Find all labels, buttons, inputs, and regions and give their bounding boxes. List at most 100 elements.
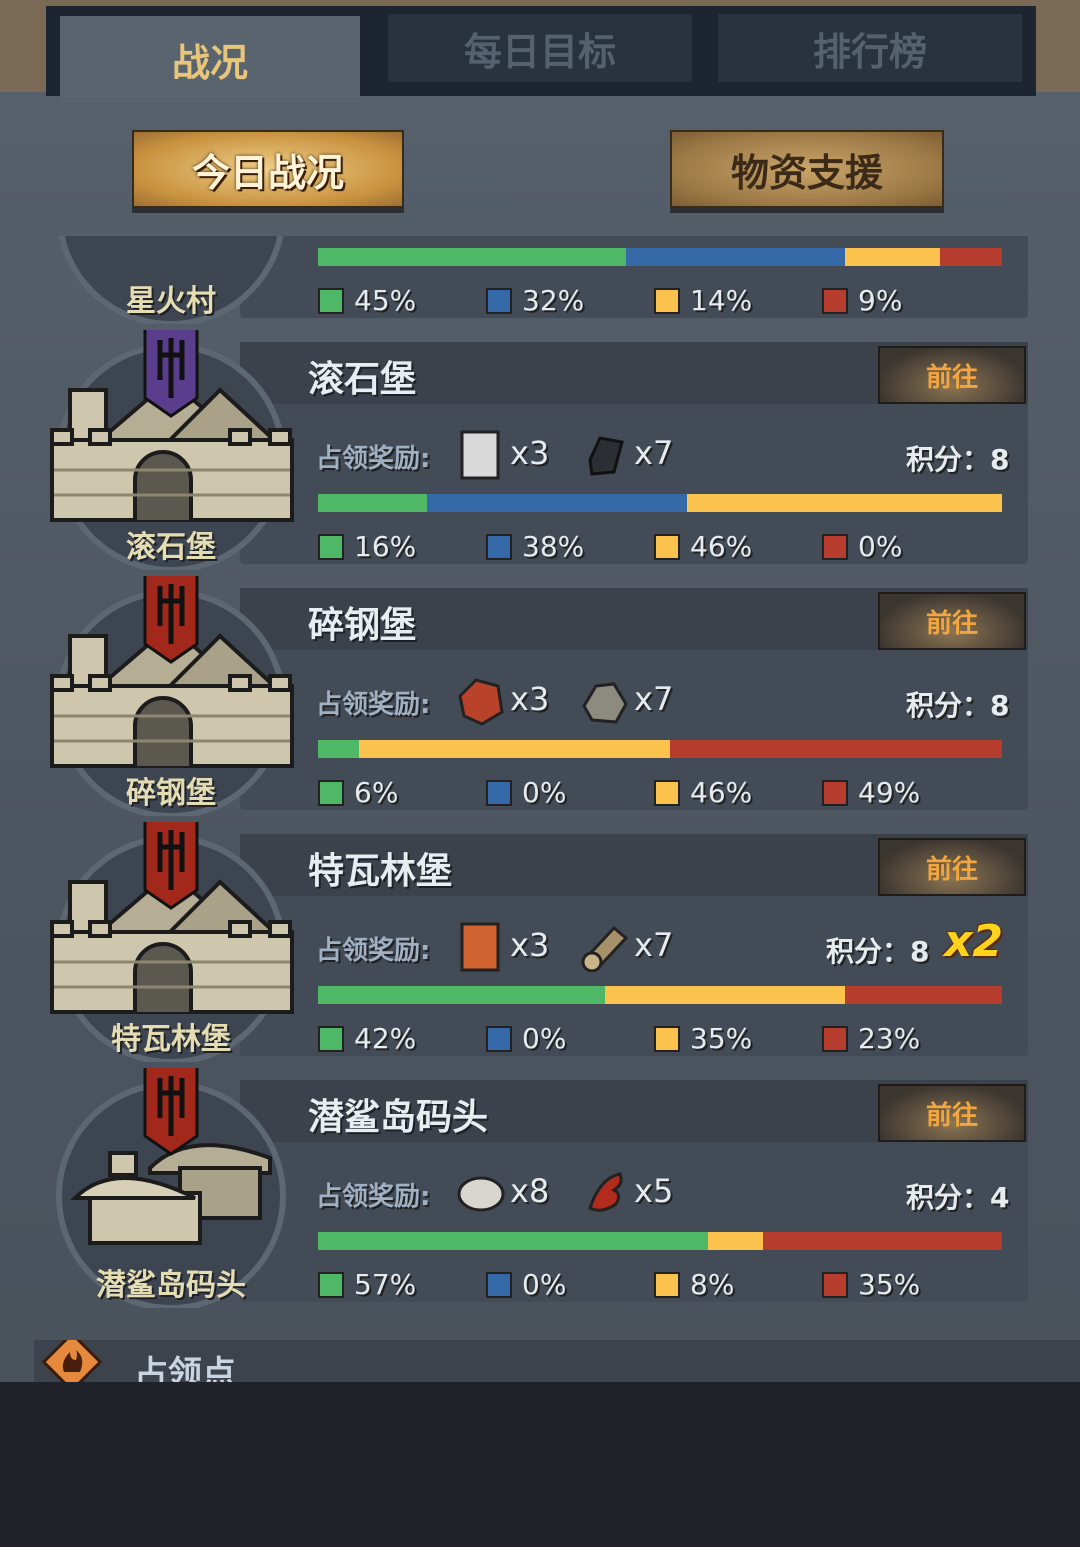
score-value: 8 (990, 689, 1010, 722)
legend-percent: 9% (858, 284, 903, 317)
tab-daily-goals[interactable]: 每日目标 (388, 14, 692, 82)
legend-percent: 35% (858, 1268, 921, 1301)
bar-segment (318, 986, 606, 1004)
legend-item: 46% (654, 776, 752, 809)
supply-support-button[interactable]: 物资支援 (670, 130, 944, 208)
legend-swatch (654, 779, 680, 806)
legend-item: 0% (486, 776, 566, 809)
castle-building-icon[interactable] (40, 330, 302, 570)
bar-segment (318, 740, 359, 758)
legend-percent: 57% (354, 1268, 417, 1301)
location-name: 滚石堡 (126, 530, 216, 565)
iron-ore-icon (588, 436, 624, 476)
score-label: 积分： (826, 935, 911, 968)
location-card: 滚石堡 前往 占领奖励: x3 x7 积分：8 滚石堡 16% 38% 46% 0% (0, 330, 1080, 588)
control-share-bar (318, 986, 1002, 1004)
oyster-icon (457, 1176, 505, 1212)
legend-swatch (486, 1271, 512, 1298)
legend-item: 0% (486, 1022, 566, 1055)
plank-icon (460, 922, 500, 972)
reward-quantity: x3 (510, 434, 550, 472)
score: 积分：8 (906, 684, 1010, 724)
legend-percent: 35% (690, 1022, 753, 1055)
go-button[interactable]: 前往 (878, 592, 1026, 650)
score-multiplier: x2 (944, 916, 1003, 967)
today-status-button[interactable]: 今日战况 (132, 130, 404, 208)
legend-item: 32% (486, 284, 584, 317)
control-share-bar (318, 1232, 1002, 1250)
castle-building-icon[interactable] (40, 822, 302, 1062)
legend-swatch (486, 779, 512, 806)
legend-percent: 45% (354, 284, 417, 317)
legend-swatch (822, 1271, 848, 1298)
legend-percent: 32% (522, 284, 585, 317)
bar-segment (318, 494, 428, 512)
castle-building-icon[interactable] (40, 576, 302, 816)
legend-item: 49% (822, 776, 920, 809)
legend-percent: 16% (354, 530, 417, 563)
legend-swatch (318, 779, 344, 806)
go-button[interactable]: 前往 (878, 1084, 1026, 1142)
legend-swatch (822, 533, 848, 560)
legend-item: 57% (318, 1268, 416, 1301)
score-value: 8 (910, 935, 930, 968)
bar-segment (940, 248, 1002, 266)
location-card: 潜鲨岛码头 前往 占领奖励: x8 x5 积分：4 潜鲨岛码头 57% 0% 8% 35% (0, 1068, 1080, 1326)
tab-battle-status[interactable]: 战况 (60, 16, 360, 102)
tab-leaderboard[interactable]: 排行榜 (718, 14, 1022, 82)
legend-percent: 38% (522, 530, 585, 563)
legend-item: 6% (318, 776, 398, 809)
legend-swatch (318, 1025, 344, 1052)
reward-label: 占领奖励: (316, 690, 431, 720)
legend-percent: 23% (858, 1022, 921, 1055)
legend-swatch (654, 1271, 680, 1298)
bar-segment (625, 248, 845, 266)
location-title: 滚石堡 (308, 359, 417, 400)
location-list[interactable]: 星火村 45% 32% 14% 9% 滚石堡 前往 占领奖励: x3 x7 积分：8 滚石… (0, 236, 1080, 1336)
legend-percent: 0% (522, 1022, 567, 1055)
location-card: 星火村 45% 32% 14% 9% (0, 236, 1080, 342)
bar-segment (844, 986, 1002, 1004)
reward-quantity: x8 (510, 1172, 550, 1210)
bar-segment (605, 986, 845, 1004)
go-button[interactable]: 前往 (878, 838, 1026, 896)
legend-percent: 46% (690, 776, 753, 809)
legend-percent: 14% (690, 284, 753, 317)
dock-building-icon[interactable] (40, 1068, 302, 1308)
legend-item: 16% (318, 530, 416, 563)
reward-label: 占领奖励: (316, 936, 431, 966)
location-name: 特瓦林堡 (111, 1022, 231, 1057)
legend-item: 0% (822, 530, 902, 563)
score-value: 4 (990, 1181, 1010, 1214)
legend-swatch (486, 1025, 512, 1052)
reward-label: 占领奖励: (316, 444, 431, 474)
flame-icon (41, 1340, 103, 1382)
bottom-area (0, 1382, 1080, 1547)
legend-item: 14% (654, 284, 752, 317)
legend-item: 0% (486, 1268, 566, 1301)
location-title: 碎钢堡 (308, 605, 417, 646)
reward-quantity: x3 (510, 926, 550, 964)
legend-item: 46% (654, 530, 752, 563)
location-title: 潜鲨岛码头 (308, 1097, 489, 1138)
legend-item: 35% (822, 1268, 920, 1301)
molten-ore-icon (458, 678, 504, 726)
legend-item: 38% (486, 530, 584, 563)
reward-quantity: x3 (510, 680, 550, 718)
village-building-icon[interactable] (40, 236, 302, 324)
location-name: 星火村 (126, 284, 216, 319)
legend-swatch (654, 287, 680, 314)
legend-swatch (654, 533, 680, 560)
bar-segment (844, 248, 941, 266)
bar-segment (318, 248, 626, 266)
legend-percent: 0% (858, 530, 903, 563)
section-header: 占领点 (34, 1340, 1080, 1382)
reward-quantity: x7 (634, 926, 674, 964)
score: 积分：8 (906, 438, 1010, 478)
legend-swatch (318, 533, 344, 560)
legend-swatch (486, 533, 512, 560)
control-share-bar (318, 740, 1002, 758)
go-button[interactable]: 前往 (878, 346, 1026, 404)
location-title: 特瓦林堡 (308, 851, 453, 892)
bar-segment (358, 740, 671, 758)
